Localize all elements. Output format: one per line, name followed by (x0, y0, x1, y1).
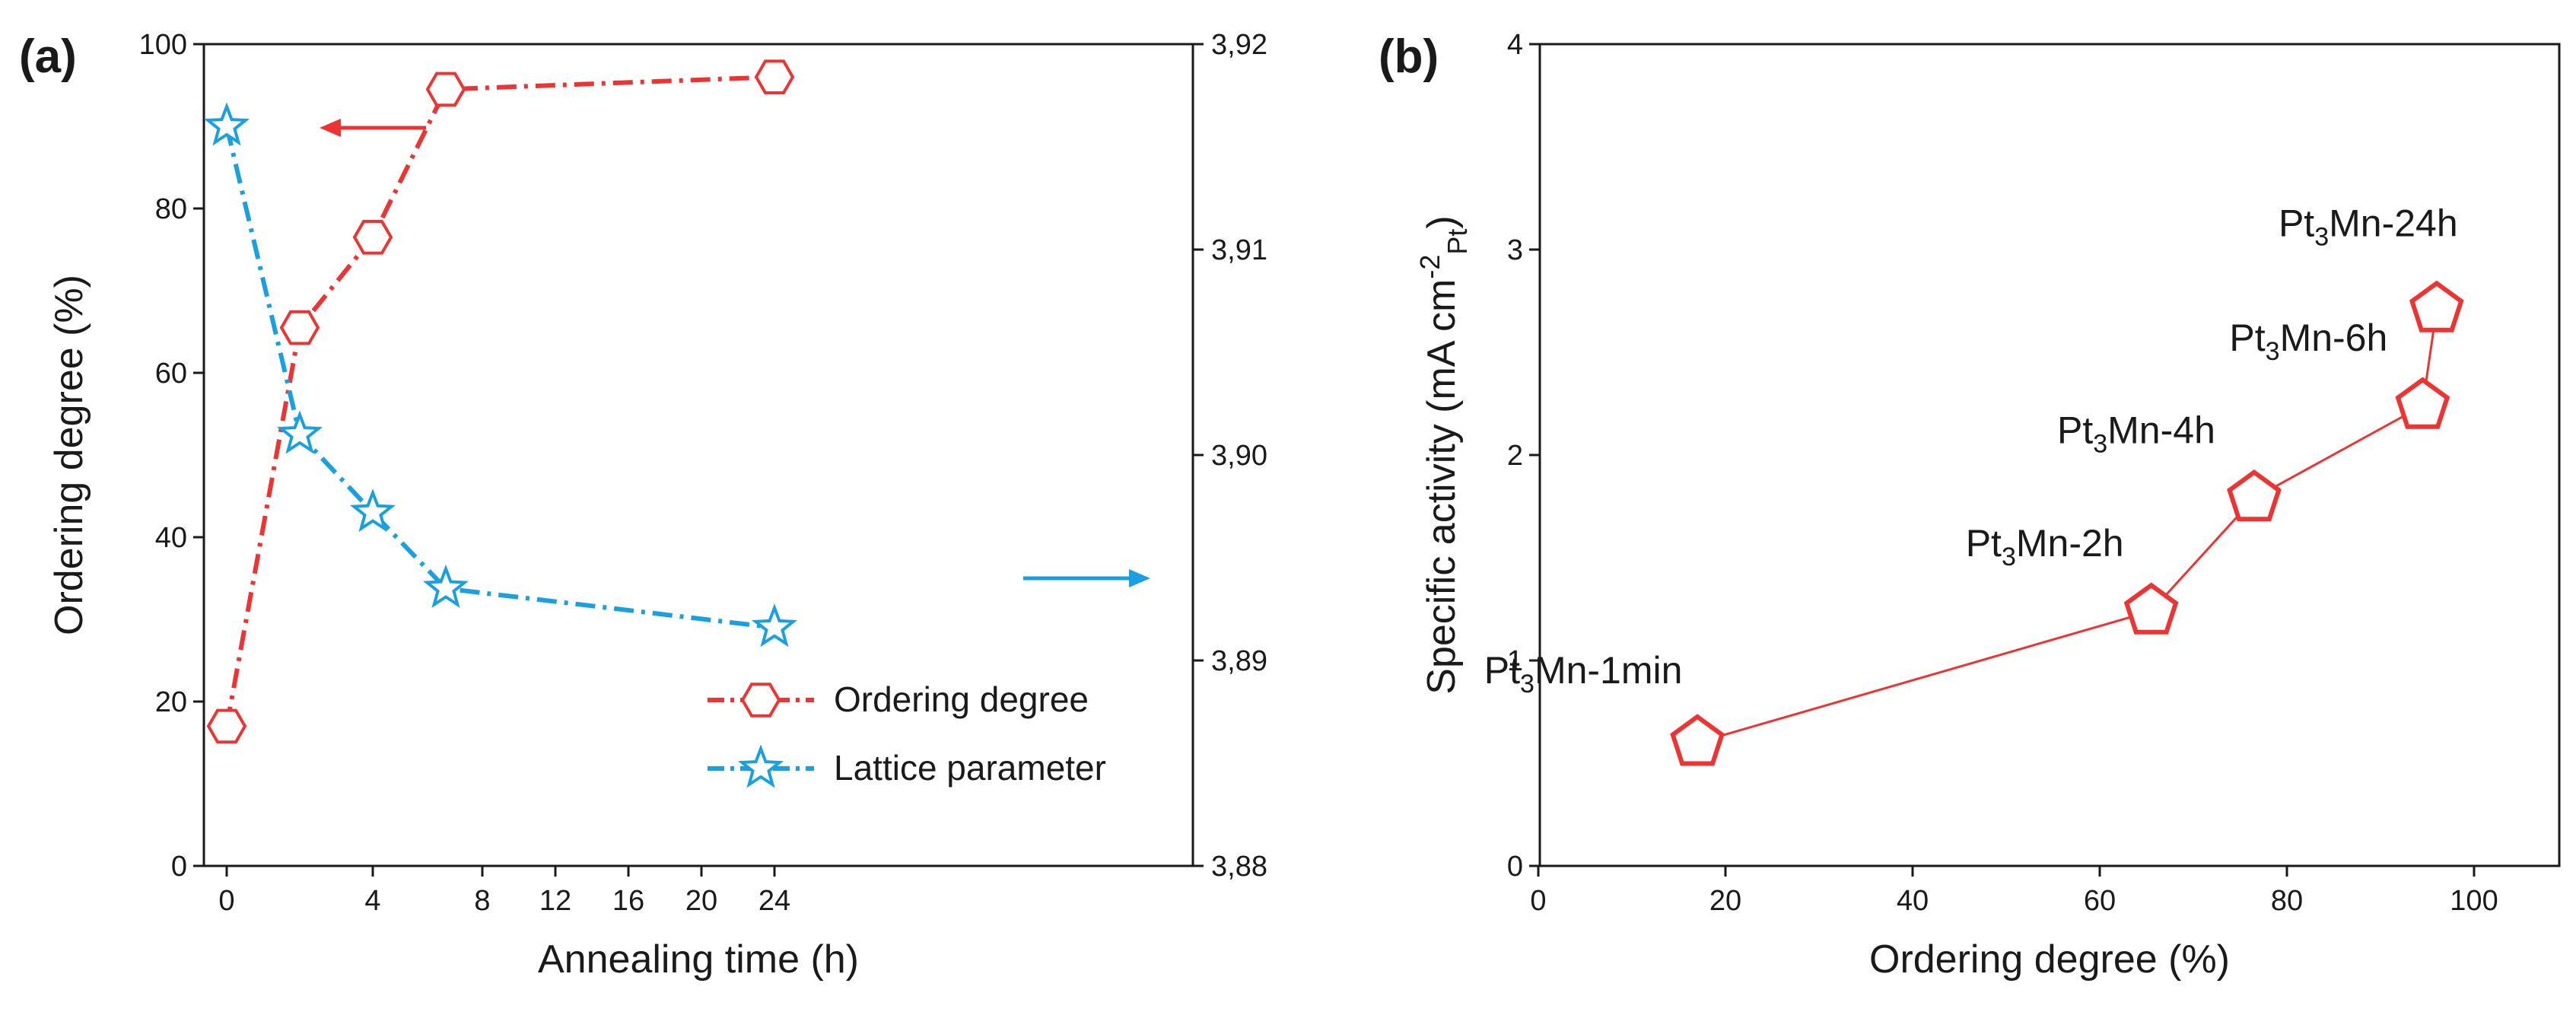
legend-entry-lattice-parameter: Lattice parameter (708, 744, 1106, 788)
panel-a-markers (203, 59, 798, 744)
point-label-sub: 3 (1520, 670, 1534, 699)
y-tick-label: 4 (1507, 29, 1523, 61)
legend-label-lattice-parameter: Lattice parameter (834, 748, 1106, 788)
point-label-sub: 3 (2093, 430, 2107, 459)
point-label-pre: Pt (2279, 202, 2314, 244)
y-tick-label: 100 (139, 29, 187, 61)
x-tick-label: 40 (1897, 885, 1929, 917)
y-tick-label: 2 (1507, 440, 1523, 472)
x-tick-label: 20 (685, 885, 717, 917)
y-title-sub: Pt (1442, 229, 1473, 255)
y-tick-label: 1 (1507, 645, 1523, 677)
y-tick-label: 0 (1507, 851, 1523, 883)
x-tick-label: 24 (758, 885, 790, 917)
panel-a-series (224, 75, 775, 727)
point-label-pre: Pt (1966, 522, 2002, 565)
x-tick-label: 20 (1709, 885, 1741, 917)
point-label-pre: Pt (2057, 409, 2093, 452)
point-label: Pt3Mn-4h (2057, 409, 2215, 459)
point-label-post: Mn-1min (1534, 649, 1682, 692)
point-label-post: Mn-24h (2329, 202, 2458, 244)
specific-activity-point (2227, 469, 2282, 522)
y-right-tick-label: 3,88 (1211, 851, 1267, 883)
panel-b-point-labels: Pt3Mn-1minPt3Mn-2hPt3Mn-4hPt3Mn-6hPt3Mn-… (1484, 202, 2458, 699)
point-label-pre: Pt (2229, 317, 2265, 359)
legend-entry-ordering-degree: Ordering degree (708, 679, 1089, 719)
y-title-close: ) (1420, 215, 1464, 228)
point-label-post: Mn-6h (2280, 317, 2388, 359)
ordering-degree-point (279, 310, 320, 345)
panel-a-x-axis-title: Annealing time (h) (538, 937, 859, 982)
point-label-sub: 3 (2266, 337, 2280, 366)
series-line-ordering-degree (224, 75, 775, 727)
panel-a-legend: Ordering degree Lattice parameter (708, 679, 1106, 788)
x-tick-label: 0 (1530, 885, 1546, 917)
specific-activity-point (2123, 582, 2179, 635)
lattice-parameter-point (276, 410, 323, 454)
y-right-tick-label: 3,89 (1211, 645, 1267, 677)
panel-a: (a) 0 4 8 12 16 20 24 0 20 40 60 80 100 3,88 3,89 3,90 3… (19, 29, 1267, 982)
panel-b-ticks: 0 20 40 60 80 100 0 1 2 3 4 (1507, 29, 2498, 917)
lattice-parameter-point (203, 102, 250, 146)
point-label-post: Mn-2h (2016, 522, 2124, 565)
panel-b-markers (1670, 280, 2464, 766)
lattice-parameter-point (751, 603, 798, 648)
panel-a-ticks: 0 4 8 12 16 20 24 0 20 40 60 80 100 3,88 3,89 3,90 3,91 3… (139, 29, 1267, 917)
y-tick-label: 60 (155, 358, 187, 390)
point-label: Pt3Mn-24h (2279, 202, 2458, 251)
point-label-pre: Pt (1484, 649, 1520, 692)
legend-label-ordering-degree: Ordering degree (834, 679, 1089, 719)
y-tick-label: 80 (155, 193, 187, 225)
x-tick-label: 100 (2450, 885, 2498, 917)
lattice-parameter-point (422, 564, 469, 609)
y-tick-label: 40 (155, 522, 187, 554)
ordering-degree-point (754, 59, 795, 94)
panel-b-y-axis-title: Specific activity (mA cm-2Pt) (1414, 215, 1473, 694)
y-right-tick-label: 3,91 (1211, 234, 1267, 266)
panel-b-label: (b) (1379, 30, 1439, 83)
panel-a-plot-frame (202, 43, 1194, 867)
y-tick-label: 0 (171, 851, 187, 883)
point-label-sub: 3 (2314, 222, 2329, 251)
point-label-post: Mn-4h (2107, 409, 2215, 452)
x-tick-label: 16 (612, 885, 644, 917)
y-right-tick-label: 3,92 (1211, 29, 1267, 61)
ordering-degree-point (352, 220, 393, 255)
legend-hexagon-icon (740, 683, 781, 718)
panel-b-x-axis-title: Ordering degree (%) (1869, 937, 2230, 982)
point-label-sub: 3 (2002, 543, 2016, 571)
y-right-tick-label: 3,90 (1211, 440, 1267, 472)
specific-activity-point (1670, 714, 1725, 766)
specific-activity-point (2409, 280, 2464, 333)
y-title-sup: -2 (1414, 255, 1445, 279)
series-line-lattice-parameter (224, 126, 775, 630)
y-tick-label: 20 (155, 686, 187, 718)
point-label: Pt3Mn-2h (1966, 522, 2124, 571)
x-tick-label: 4 (364, 885, 380, 917)
x-tick-label: 80 (2271, 885, 2303, 917)
specific-activity-point (2395, 377, 2450, 429)
ordering-degree-point (425, 72, 466, 107)
left-axis-arrow (320, 119, 426, 137)
y-title-main: Specific activity (mA cm (1420, 279, 1464, 695)
x-tick-label: 60 (2084, 885, 2116, 917)
point-label: Pt3Mn-1min (1484, 649, 1683, 699)
legend-star-icon (737, 744, 784, 788)
right-axis-arrow (1023, 569, 1150, 587)
x-tick-label: 8 (474, 885, 490, 917)
lattice-parameter-point (349, 488, 396, 533)
x-tick-label: 12 (539, 885, 571, 917)
panel-a-label: (a) (19, 30, 77, 83)
ordering-degree-point (206, 708, 247, 744)
x-tick-label: 0 (218, 885, 234, 917)
point-label: Pt3Mn-6h (2229, 317, 2387, 366)
y-tick-label: 3 (1507, 234, 1523, 266)
panel-a-y-axis-title: Ordering degree (%) (47, 275, 91, 635)
